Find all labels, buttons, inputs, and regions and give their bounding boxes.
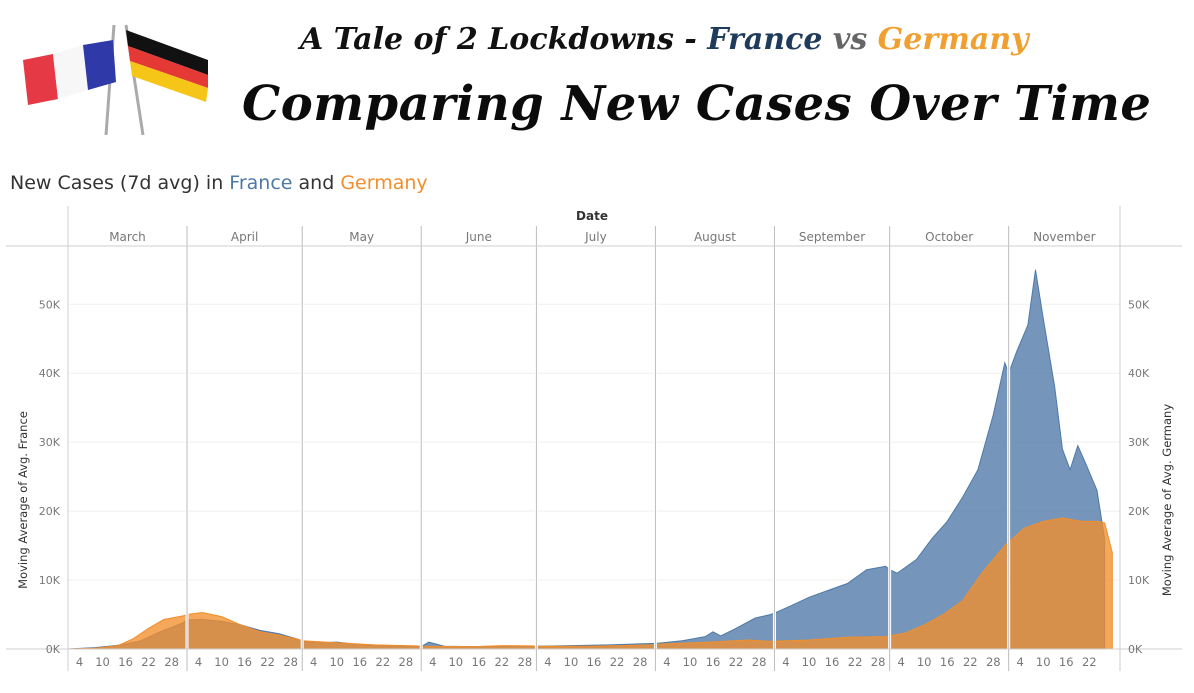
- day-tick-label: 22: [610, 655, 625, 669]
- day-tick-label: 22: [495, 655, 510, 669]
- y-tick-label-left: 0K: [46, 643, 61, 656]
- y-tick-label-right: 0K: [1128, 643, 1143, 656]
- day-tick-label: 4: [1017, 655, 1024, 669]
- y-tick-label-right: 40K: [1128, 367, 1150, 380]
- y-axis-label-right: Moving Average of Avg. Germany: [1160, 404, 1174, 596]
- y-tick-label-right: 50K: [1128, 298, 1150, 311]
- day-tick-label: 28: [283, 655, 298, 669]
- day-tick-label: 4: [310, 655, 317, 669]
- day-tick-label: 28: [633, 655, 648, 669]
- day-tick-label: 4: [76, 655, 83, 669]
- title-france: France: [707, 22, 823, 57]
- y-tick-label-left: 40K: [39, 367, 61, 380]
- axes: 0K 0K 10K 10K 20K 20K 30K 30K 40K 40K 50K 50K 4 10 16 2…: [6, 206, 1182, 671]
- day-tick-label: 4: [897, 655, 904, 669]
- title-prefix: A Tale of 2 Lockdowns -: [300, 22, 697, 57]
- day-tick-label: 16: [587, 655, 602, 669]
- day-tick-label: 10: [683, 655, 698, 669]
- series-area-france: [67, 269, 1106, 650]
- day-tick-label: 4: [195, 655, 202, 669]
- day-tick-label: 10: [448, 655, 463, 669]
- y-tick-label-right: 20K: [1128, 505, 1150, 518]
- day-tick-label: 28: [986, 655, 1001, 669]
- chart-heading: New Cases (7d avg) in France and Germany: [10, 172, 428, 194]
- flags-illustration: [23, 24, 208, 136]
- day-tick-label: 10: [802, 655, 817, 669]
- month-label: September: [799, 230, 865, 244]
- germany-flag-icon: [124, 24, 208, 136]
- y-tick-label-left: 20K: [39, 505, 61, 518]
- y-tick-label-left: 50K: [39, 298, 61, 311]
- page-title: A Tale of 2 Lockdowns - France vs German…: [300, 22, 1029, 57]
- title-vs: vs: [832, 22, 868, 57]
- chart-heading-prefix: New Cases (7d avg) in: [10, 172, 224, 194]
- month-label: May: [349, 230, 374, 244]
- day-tick-label: 22: [376, 655, 391, 669]
- day-tick-label: 22: [963, 655, 978, 669]
- day-tick-label: 28: [399, 655, 414, 669]
- day-tick-label: 22: [141, 655, 156, 669]
- day-tick-label: 16: [118, 655, 133, 669]
- day-tick-label: 22: [729, 655, 744, 669]
- day-tick-label: 10: [214, 655, 229, 669]
- chart-heading-germany: Germany: [340, 172, 428, 194]
- day-tick-label: 16: [825, 655, 840, 669]
- month-separators: [185, 226, 1011, 671]
- france-flag-icon: [23, 24, 116, 136]
- day-tick-label: 16: [706, 655, 721, 669]
- month-header: March April May June July August September Octo…: [109, 230, 1095, 244]
- day-tick-label: 28: [164, 655, 179, 669]
- day-tick-label: 28: [752, 655, 767, 669]
- area-chart: March April May June July August September Octo…: [6, 206, 1182, 671]
- day-tick-label: 22: [848, 655, 863, 669]
- chart-heading-france: France: [229, 172, 293, 194]
- month-label: October: [925, 230, 973, 244]
- day-tick-label: 10: [564, 655, 579, 669]
- day-tick-label: 4: [782, 655, 789, 669]
- title-germany: Germany: [877, 22, 1029, 57]
- month-label: July: [584, 230, 607, 244]
- day-tick-label: 4: [429, 655, 436, 669]
- day-tick-label: 22: [260, 655, 275, 669]
- chart-heading-and: and: [298, 172, 335, 194]
- day-tick-label: 10: [95, 655, 110, 669]
- month-label: April: [231, 230, 258, 244]
- day-tick-label: 22: [1082, 655, 1097, 669]
- day-tick-label: 4: [544, 655, 551, 669]
- day-tick-label: 16: [471, 655, 486, 669]
- y-tick-label-left: 30K: [39, 436, 61, 449]
- y-tick-label-left: 10K: [39, 574, 61, 587]
- day-tick-label: 16: [352, 655, 367, 669]
- x-axis-label: Date: [576, 209, 608, 223]
- month-label: November: [1033, 230, 1095, 244]
- day-tick-label: 28: [518, 655, 533, 669]
- day-tick-label: 16: [237, 655, 252, 669]
- month-label: August: [694, 230, 736, 244]
- day-tick-label: 28: [871, 655, 886, 669]
- y-tick-label-right: 10K: [1128, 574, 1150, 587]
- y-axis-label-left: Moving Average of Avg. France: [16, 411, 30, 589]
- day-tick-label: 16: [940, 655, 955, 669]
- day-tick-label: 16: [1059, 655, 1074, 669]
- day-tick-label: 10: [1036, 655, 1051, 669]
- y-tick-label-right: 30K: [1128, 436, 1150, 449]
- month-label: March: [109, 230, 146, 244]
- day-tick-label: 10: [917, 655, 932, 669]
- month-label: June: [465, 230, 492, 244]
- day-tick-label: 4: [663, 655, 670, 669]
- day-tick-label: 10: [329, 655, 344, 669]
- page-subtitle: Comparing New Cases Over Time: [242, 76, 1152, 132]
- series-areas: [67, 269, 1113, 650]
